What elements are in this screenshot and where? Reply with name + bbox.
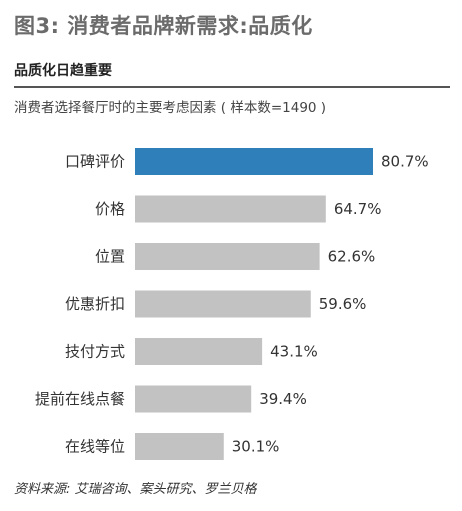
value-label: 30.1% [232, 438, 280, 456]
value-label: 39.4% [259, 390, 307, 408]
bar [135, 148, 373, 175]
bar [135, 195, 326, 223]
bar [135, 243, 320, 270]
category-label: 在线等位 [65, 438, 125, 456]
category-label: 优惠折扣 [65, 295, 125, 313]
chart-subheading: 品质化日趋重要 [14, 63, 112, 79]
bar [135, 290, 311, 318]
bar [135, 433, 224, 460]
bar [135, 338, 263, 365]
value-label: 62.6% [328, 248, 376, 266]
chart-caption: 消费者选择餐厅时的主要考虑因素 ( 样本数=1490 ) [14, 100, 327, 116]
value-label: 59.6% [319, 295, 367, 313]
value-label: 64.7% [334, 200, 382, 218]
category-label: 技付方式 [65, 343, 125, 361]
bar [135, 385, 252, 413]
category-label: 提前在线点餐 [35, 390, 125, 408]
value-label: 80.7% [381, 153, 429, 171]
category-label: 价格 [95, 200, 125, 218]
category-label: 位置 [95, 248, 125, 266]
value-label: 43.1% [270, 343, 318, 361]
source-note: 资料来源: 艾瑞咨询、案头研究、罗兰贝格 [14, 482, 257, 497]
divider-rule [14, 86, 450, 88]
bar-chart: 口碑评价 80.7% 价格 64.7% 位置 62.6% 优惠折扣 59.6% 技付方式 43.1… [35, 148, 429, 460]
figure-title: 图3: 消费者品牌新需求:品质化 [14, 14, 313, 38]
category-label: 口碑评价 [65, 153, 125, 171]
